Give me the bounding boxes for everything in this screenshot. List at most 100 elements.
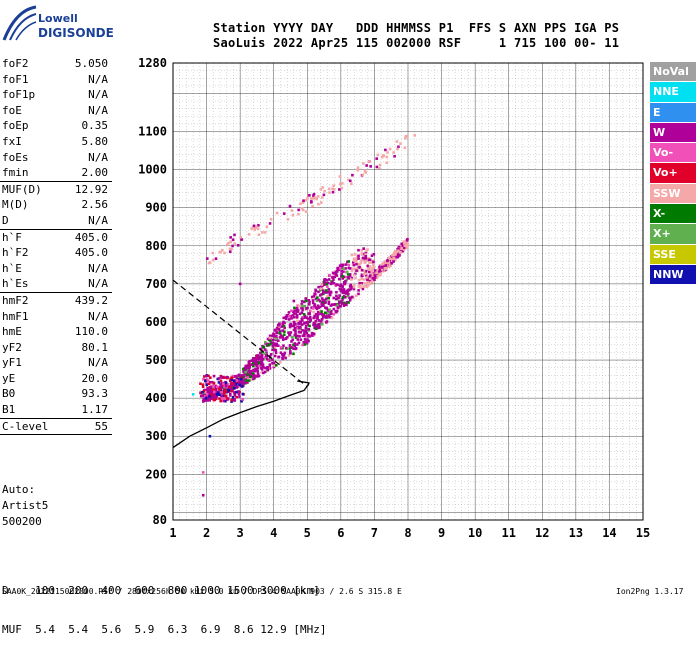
echo-point <box>269 339 272 343</box>
echo-point <box>209 389 213 392</box>
param-value: 12.92 <box>74 182 108 196</box>
echo-point <box>278 330 282 333</box>
echo-point <box>329 304 333 307</box>
auto-label: Auto: <box>2 483 36 496</box>
echo-point <box>269 352 273 356</box>
echo-point <box>296 338 300 341</box>
echo-point <box>261 363 265 367</box>
echo-point <box>278 361 282 364</box>
echo-point <box>320 293 323 296</box>
echo-point <box>201 394 205 397</box>
legend-item-x: X+ <box>650 224 696 244</box>
echo-point <box>312 294 316 298</box>
echo-point <box>246 365 250 369</box>
echo-point <box>338 264 342 267</box>
echo-point <box>214 391 218 394</box>
param-value: 2.56 <box>81 198 109 212</box>
x-tick-label: 2 <box>203 526 210 540</box>
param-label: yE <box>2 371 16 385</box>
echo-point <box>397 254 401 257</box>
echo-point <box>218 397 221 400</box>
echo-point <box>368 268 371 271</box>
echo-point <box>364 269 368 273</box>
echo-point <box>368 274 372 277</box>
param-row: hmF1 N/A <box>0 309 112 325</box>
echo-point <box>325 279 329 282</box>
echo-point <box>294 347 298 350</box>
echo-point <box>284 356 287 360</box>
echo-point <box>312 321 316 325</box>
echo-point <box>360 277 363 281</box>
echo-point <box>350 295 354 299</box>
echo-point <box>293 344 297 348</box>
echo-point <box>319 285 323 288</box>
echo-point <box>317 322 320 326</box>
echo-point <box>297 341 301 345</box>
echo-point <box>322 193 326 197</box>
echo-point <box>302 313 306 316</box>
echo-point <box>331 187 334 191</box>
echo-point <box>283 351 287 355</box>
echo-point <box>357 248 360 252</box>
echo-point <box>362 247 366 250</box>
echo-point <box>246 381 249 384</box>
echo-point <box>255 355 258 358</box>
echo-point <box>230 376 233 379</box>
echo-point <box>290 340 293 343</box>
echo-point <box>212 374 216 378</box>
echo-point <box>341 284 344 288</box>
echo-point <box>209 376 212 379</box>
param-row: yE 20.0 <box>0 371 112 387</box>
echo-point <box>351 173 354 177</box>
echo-point <box>381 268 384 271</box>
echo-point <box>286 314 289 317</box>
param-value: N/A <box>88 150 108 164</box>
echo-point <box>342 270 345 273</box>
echo-point <box>378 268 382 272</box>
y-tick-label: 600 <box>145 315 167 329</box>
echo-point <box>209 397 213 400</box>
echo-point <box>223 389 226 392</box>
x-tick-label: 9 <box>438 526 445 540</box>
echo-point <box>348 274 352 278</box>
echo-point <box>307 327 311 331</box>
echo-point <box>342 294 346 298</box>
echo-point <box>364 259 368 263</box>
echo-point <box>332 271 336 275</box>
echo-point <box>260 355 263 358</box>
file-info-footer: SAA0K_2022115002000.RSF / 280fx256h 50 k… <box>2 587 402 596</box>
param-row: fmin 2.00 <box>0 165 112 181</box>
echo-point <box>334 273 338 276</box>
echo-point <box>235 379 239 382</box>
echo-point <box>366 264 370 268</box>
y-tick-label: 80 <box>153 513 167 527</box>
echo-point <box>382 154 385 157</box>
echo-point <box>317 306 320 310</box>
echo-point <box>301 343 304 347</box>
x-tick-label: 5 <box>304 526 311 540</box>
param-label: C-level <box>2 419 49 433</box>
echo-point <box>271 338 275 342</box>
echo-point <box>403 146 407 150</box>
echo-point <box>337 268 341 272</box>
echo-point <box>386 151 389 154</box>
echo-point <box>392 256 395 260</box>
echo-point <box>298 335 301 338</box>
echo-point <box>234 375 237 378</box>
echo-point <box>347 260 350 263</box>
echo-point <box>215 388 219 392</box>
echo-point <box>327 315 331 319</box>
echo-point <box>263 231 267 234</box>
echo-point <box>263 352 267 355</box>
echo-point <box>325 282 328 286</box>
echo-point <box>263 348 267 351</box>
echo-point <box>290 335 294 339</box>
echo-point <box>216 388 220 392</box>
echo-point <box>229 240 233 244</box>
echo-point <box>268 334 272 338</box>
echo-point <box>350 278 353 281</box>
echo-point <box>380 155 384 159</box>
param-value: N/A <box>88 72 108 86</box>
echo-point <box>341 296 345 299</box>
echo-point <box>392 253 396 257</box>
